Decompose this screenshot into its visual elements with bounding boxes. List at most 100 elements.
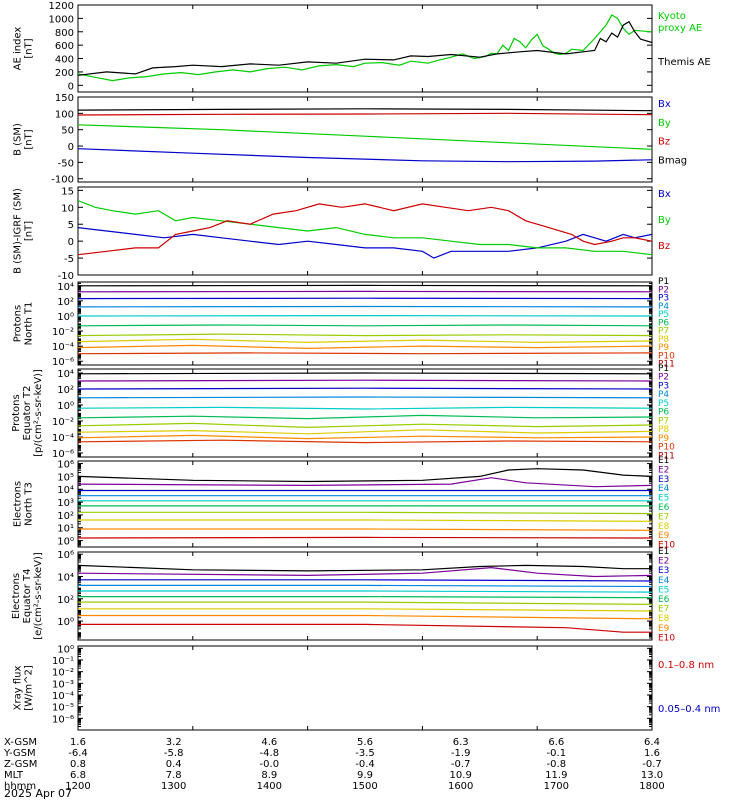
legend-item: Bz: [658, 137, 670, 148]
x-tick-label: 0.8: [70, 759, 86, 770]
legend-item: P7: [658, 416, 669, 426]
series-line-kyoto-proxy-ae: [78, 14, 652, 82]
series-line-p8: [78, 338, 652, 344]
panel-frame: [77, 460, 653, 548]
y-tick-label: 10²: [57, 595, 74, 606]
y-axis-label: [W/m^2]: [24, 665, 35, 711]
panel-protons-north: 10⁴ 10² 10⁰ 10⁻² 10⁻⁴ 10⁻⁶ Protons North T1 P1P2…: [13, 277, 676, 370]
y-tick-label: 10⁻²: [52, 327, 74, 338]
y-axis-label: AE index: [13, 27, 24, 71]
series-line-e4: [78, 584, 652, 588]
series-line-p4: [78, 396, 652, 399]
x-tick-label: 1500: [352, 781, 377, 792]
y-tick-label: 1000: [49, 14, 74, 25]
x-row-label: hhmm: [4, 781, 36, 792]
y-tick-label: 10⁰: [57, 312, 74, 323]
series-line-p6: [78, 324, 652, 327]
x-tick-label: -0.7: [451, 759, 471, 770]
y-tick-label: 10²: [57, 297, 74, 308]
legend: Bx By Bz Bmag: [658, 99, 687, 166]
y-tick-label: 10⁻⁶: [52, 449, 74, 460]
y-tick-label: -10: [58, 271, 74, 282]
legend-item: By: [658, 215, 671, 226]
series-line-themis-ae: [78, 20, 652, 76]
panel-frame: [77, 96, 653, 183]
series-line-bmag: [78, 108, 652, 112]
y-tick-label: 10⁴: [57, 485, 74, 496]
y-tick-label: 0: [68, 142, 74, 153]
legend-item: E6: [658, 503, 670, 513]
series-line-p6: [78, 414, 652, 420]
legend-item: P6: [658, 408, 669, 418]
legend-item: E10: [658, 633, 675, 643]
x-tick-label: -0.7: [642, 759, 662, 770]
y-axis-label: North T1: [24, 302, 35, 346]
x-tick-label: 6.8: [70, 770, 86, 781]
series-line-by: [78, 199, 652, 256]
series-line-e10: [78, 623, 652, 633]
legend-item: P4: [658, 390, 669, 400]
y-tick-label: 10⁴: [57, 573, 74, 584]
legend-item: E4: [658, 484, 670, 494]
x-tick-label: 5.6: [357, 737, 373, 748]
series-group: [78, 564, 652, 633]
series-line-bx: [78, 227, 652, 259]
legend-item: P1: [658, 277, 669, 287]
y-tick-label: 0: [68, 81, 74, 92]
legend-item: P8: [658, 335, 669, 345]
y-axis-label: B (SM): [13, 123, 24, 156]
panel-frame: [77, 4, 653, 93]
y-tick-label: -100: [51, 175, 74, 186]
y-tick-label: 10: [61, 203, 74, 214]
y-tick-label: 10²: [57, 511, 74, 522]
y-tick-label: 10⁰: [57, 537, 74, 548]
series-line-p5: [78, 406, 652, 410]
series-group: [78, 14, 652, 82]
legend-item: E9: [658, 624, 670, 634]
y-axis-label: [p/(cm²-s-sr-keV)]: [33, 369, 44, 457]
legend-item: P3: [658, 294, 669, 304]
y-axis-label: [nT]: [24, 221, 35, 241]
x-tick-label: -1.9: [451, 748, 471, 759]
legend-item: E4: [658, 576, 670, 586]
y-tick-label: 10⁴: [57, 369, 74, 380]
y-axis-label: North T3: [24, 482, 35, 526]
x-tick-label: -4.8: [260, 748, 280, 759]
x-tick-label: 0.4: [166, 759, 182, 770]
x-tick-label: 1.6: [644, 748, 660, 759]
legend-item: E3: [658, 475, 669, 485]
legend: Bx By Bz: [658, 189, 671, 252]
series-line-bz: [78, 203, 652, 256]
x-row-label: X-GSM: [4, 737, 37, 748]
x-row-label: MLT: [4, 770, 24, 781]
legend-item: P2: [658, 285, 669, 295]
series-line-p7: [78, 333, 652, 337]
legend-item: E7: [658, 605, 669, 615]
y-tick-label: 10⁻⁴: [52, 342, 74, 353]
y-tick-label: 10⁰: [57, 644, 74, 655]
x-tick-label: 13.0: [641, 770, 663, 781]
y-tick-label: 100: [55, 109, 74, 120]
panel-frame: [77, 645, 653, 731]
y-tick-label: 10⁻³: [52, 679, 74, 690]
y-tick-label: 10⁰: [57, 617, 74, 628]
legend-item: P9: [658, 343, 669, 353]
legend-item: E1: [658, 547, 669, 557]
x-tick-label: 7.8: [166, 770, 182, 781]
y-tick-label: 10⁻⁶: [52, 357, 74, 368]
x-tick-label: 8.9: [261, 770, 277, 781]
y-axis-label: Protons: [13, 305, 24, 342]
series-line-e2: [78, 566, 652, 578]
y-tick-label: 10⁻⁴: [52, 691, 74, 702]
series-line-bz: [78, 112, 652, 116]
series-line-p7: [78, 422, 652, 429]
series-line-p10: [78, 439, 652, 444]
legend-item: P7: [658, 327, 669, 337]
x-tick-label: 9.9: [357, 770, 373, 781]
legend-item: E3: [658, 566, 669, 576]
x-tick-label: -5.8: [164, 748, 184, 759]
